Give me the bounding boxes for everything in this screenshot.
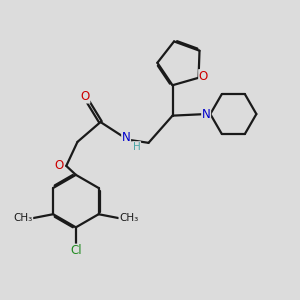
Text: O: O xyxy=(55,159,64,172)
Text: N: N xyxy=(202,107,211,121)
Text: Cl: Cl xyxy=(70,244,82,257)
Text: H: H xyxy=(133,142,141,152)
Text: O: O xyxy=(80,90,90,103)
Text: N: N xyxy=(122,130,130,144)
Text: O: O xyxy=(199,70,208,83)
Text: CH₃: CH₃ xyxy=(119,213,138,223)
Text: CH₃: CH₃ xyxy=(14,213,33,223)
